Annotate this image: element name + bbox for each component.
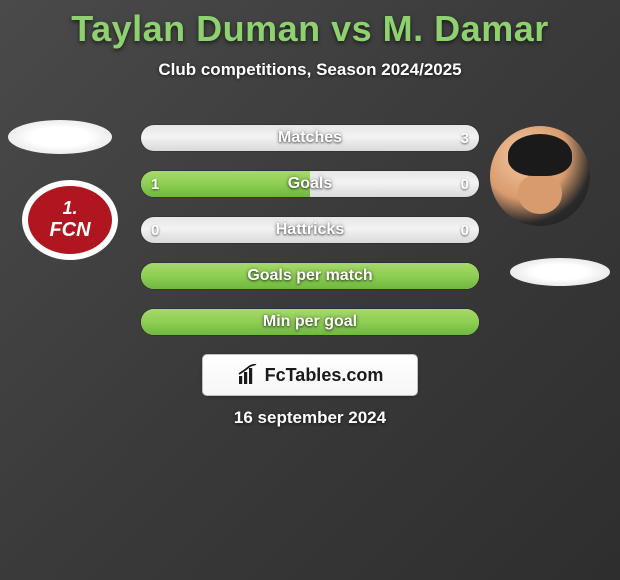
branding-text: FcTables.com bbox=[265, 365, 384, 386]
stat-row: Hattricks00 bbox=[140, 216, 480, 244]
player-left-avatar-placeholder bbox=[8, 120, 112, 154]
bar-right-empty bbox=[310, 125, 479, 151]
player-right-avatar bbox=[490, 126, 590, 226]
stat-row: Goals per match bbox=[140, 262, 480, 290]
stat-row: Matches3 bbox=[140, 124, 480, 152]
bar-left-fill bbox=[141, 309, 310, 335]
bar-right-fill bbox=[310, 263, 479, 289]
chart-icon bbox=[237, 364, 259, 386]
player-right-flag-placeholder bbox=[510, 258, 610, 286]
page-subtitle: Club competitions, Season 2024/2025 bbox=[0, 60, 620, 80]
bar-right-empty bbox=[310, 171, 479, 197]
bar-left-fill bbox=[141, 263, 310, 289]
date-text: 16 september 2024 bbox=[0, 408, 620, 428]
stat-row: Min per goal bbox=[140, 308, 480, 336]
stats-container: Matches3 Goals10 Hattricks00 Goals per matc… bbox=[140, 124, 480, 354]
bar-left-empty bbox=[141, 217, 310, 243]
player-left-club-badge: 1. FCN bbox=[20, 178, 120, 262]
bar-right-empty bbox=[310, 217, 479, 243]
branding-box: FcTables.com bbox=[202, 354, 418, 396]
page-title: Taylan Duman vs M. Damar bbox=[0, 0, 620, 50]
bar-right-fill bbox=[310, 309, 479, 335]
club-badge-text-bot: FCN bbox=[49, 219, 91, 241]
club-badge-text-top: 1. bbox=[62, 198, 77, 218]
bar-left-fill bbox=[141, 171, 310, 197]
stat-row: Goals10 bbox=[140, 170, 480, 198]
bar-left-empty bbox=[141, 125, 310, 151]
